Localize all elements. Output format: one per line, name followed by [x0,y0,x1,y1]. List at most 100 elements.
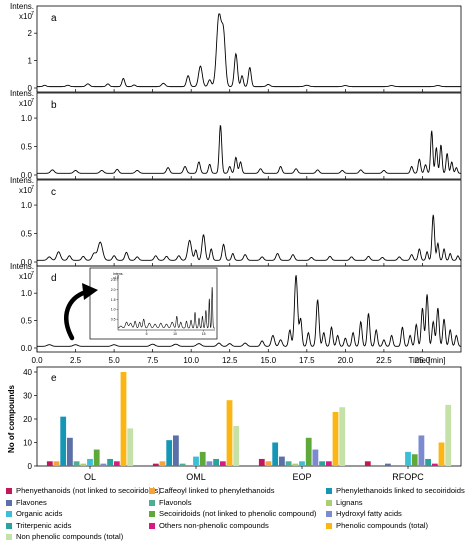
legend-swatch [326,499,332,506]
legend-label: Organic acids [16,509,63,518]
inset-y-tick-label: 2.5 [111,278,116,282]
legend-swatch [326,511,332,517]
x-tick-label: 7.5 [147,356,159,365]
legend-label: Phenolic compounds (total) [336,520,429,530]
zoom-arrow-icon [64,289,89,341]
bar-group-oml [152,400,240,466]
legend-label: Phenylethanoids linked to secoiridoids [336,486,465,495]
bar [67,437,73,466]
x-tick-label: 2.5 [70,356,82,365]
x-tick-label: 5.0 [109,356,121,365]
x-tick-label: EOP [292,472,311,482]
zoom-arrowhead-icon [82,283,98,300]
bar [418,435,425,466]
bar-group-eop [258,407,346,466]
y-tick-label: 20 [23,415,32,424]
x-tick-label: RFOPC [392,472,424,482]
inset-frame [89,267,218,340]
y-tick-label: 0.5 [21,142,33,151]
bar [233,426,240,466]
x-axis-label: Time [min] [408,356,445,365]
inset-y-tick-label: 1.5 [111,298,116,302]
legend-swatch [149,499,155,506]
bar [199,451,206,466]
x-tick-label: 15.0 [260,356,276,365]
y-tick-label: 0 [28,462,33,471]
bar [120,372,127,466]
y-exponent: 7 [31,98,34,104]
bar [272,442,279,466]
y-exponent-base: x10 [19,186,32,195]
bar [206,461,213,466]
bar [258,458,265,466]
bar [53,461,60,466]
y-axis-label: Intens. [10,2,34,11]
y-axis-label: Intens. [10,176,34,185]
legend-swatch [6,511,12,517]
bar [219,461,226,466]
y-tick-label: 10 [23,438,32,447]
panel-letter: d [51,273,57,284]
y-tick-label: 1.0 [21,289,33,298]
bar-group-rfopc [364,404,452,466]
legend-swatch [6,488,12,494]
y-exponent-base: x10 [19,99,32,108]
bar [265,461,272,466]
bar [152,463,159,466]
chromatogram-panel-b: 0.0 0.5 1.0 Intens.x10 7 b [10,89,462,180]
x-tick-label: 17.5 [299,356,315,365]
legend-swatch [6,499,12,506]
bar [299,461,305,466]
time-axis: 0.0 2.5 5.0 7.5 10.0 12.5 15.0 17.5 20.0 22.5 25.0… [31,356,445,365]
bar [332,411,339,466]
legend-label: Caffeoyl linked to phenylethanoids [159,486,275,495]
legend-swatch [6,522,12,529]
legend-swatch [326,488,332,494]
bar [438,442,445,466]
legend-swatch [6,534,12,540]
bar [100,463,107,466]
bar [385,463,391,466]
legend-swatch [149,511,155,517]
panel-letter: b [51,100,57,111]
bar [93,449,100,466]
y-tick-label: 1.0 [21,114,33,123]
chromatogram-trace [37,275,462,347]
bar [80,463,87,466]
x-tick-label: 0.0 [31,356,43,365]
bar [166,440,173,466]
y-axis-label: No of compounds [7,384,16,453]
legend-label: Phenyethanoids (not linked to secoiridoi… [16,486,161,495]
bar [292,463,299,466]
bar [173,435,179,466]
bar [213,458,219,466]
legend-label: Lignans [336,497,363,507]
panel-frame [36,265,462,353]
x-tick-label: OL [84,472,96,482]
inset-y-exponent-base: x10 [113,276,119,280]
legend-swatch [326,522,332,529]
panel-letter: c [51,187,56,198]
x-tick-label: 22.5 [376,356,392,365]
panel-frame [36,5,462,93]
y-exponent: 7 [31,11,34,17]
inset-y-tick-label: 2.0 [111,288,116,292]
inset-x-tick-label: 10 [173,332,177,336]
bar [431,463,438,466]
chromatogram-trace [37,124,461,174]
panel-letter: a [51,13,57,24]
inset-y-tick-label: 1.0 [111,308,116,312]
bar [159,461,166,466]
inset-x-tick-label: 15 [202,332,206,336]
inset-y-tick-label: 0.5 [111,317,116,321]
bar [279,456,285,466]
bar-chart: 0 10 20 30 40 e No of compounds OL OML EOP RFOPC [7,366,462,482]
x-tick-label: 20.0 [338,356,354,365]
bar [46,461,53,466]
bar [305,437,312,466]
panel-frame [36,179,462,267]
x-tick-label: 25.0 [415,356,431,365]
bar [312,449,319,466]
